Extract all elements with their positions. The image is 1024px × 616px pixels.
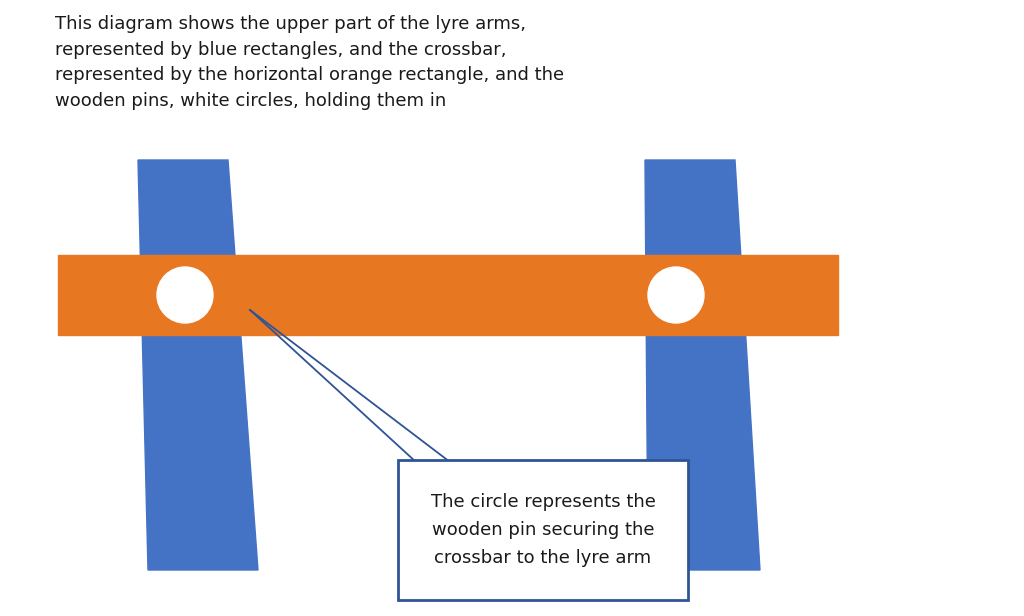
Circle shape <box>648 267 705 323</box>
Polygon shape <box>645 160 760 570</box>
Bar <box>398 460 688 600</box>
Text: The circle represents the
wooden pin securing the
crossbar to the lyre arm: The circle represents the wooden pin sec… <box>430 493 655 567</box>
Circle shape <box>157 267 213 323</box>
Text: This diagram shows the upper part of the lyre arms,
represented by blue rectangl: This diagram shows the upper part of the… <box>55 15 564 110</box>
Bar <box>58 255 838 335</box>
Polygon shape <box>138 160 258 570</box>
